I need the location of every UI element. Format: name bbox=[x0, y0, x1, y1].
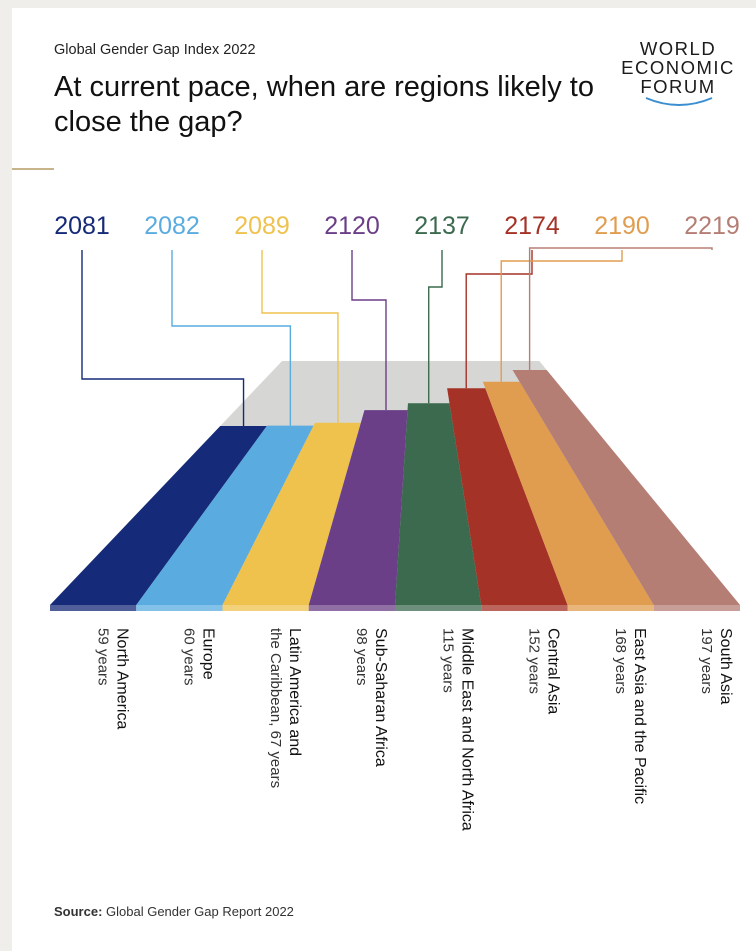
region-years: 60 years bbox=[181, 628, 198, 686]
region-name: Latin America and bbox=[286, 628, 303, 756]
logo-line-3: FORUM bbox=[640, 75, 716, 97]
leader-line bbox=[81, 250, 245, 426]
bar-south-asia bbox=[512, 370, 740, 605]
bar-europe bbox=[136, 425, 314, 605]
bar-edge bbox=[136, 605, 223, 611]
year-label: 2081 bbox=[54, 212, 110, 240]
year-label: 2219 bbox=[684, 212, 740, 240]
leader-line bbox=[465, 250, 533, 389]
bar-edge bbox=[50, 605, 137, 611]
bar-edge bbox=[395, 605, 482, 611]
bar-edge bbox=[653, 605, 740, 611]
kicker-text: Global Gender Gap Index 2022 bbox=[54, 42, 256, 58]
leader-line bbox=[261, 250, 339, 423]
region-name: North America bbox=[113, 628, 130, 729]
region-years: 152 years bbox=[526, 628, 543, 694]
leader-line bbox=[428, 250, 443, 404]
logo-arc-icon bbox=[645, 97, 713, 106]
region-years: 168 years bbox=[612, 628, 629, 694]
year-label: 2089 bbox=[234, 212, 290, 240]
accent-rule bbox=[12, 168, 54, 170]
year-label: 2137 bbox=[414, 212, 470, 240]
leader-line bbox=[528, 247, 713, 370]
region-years: 98 years bbox=[353, 628, 370, 686]
leader-line bbox=[351, 250, 387, 411]
region-name: East Asia and the Pacific bbox=[631, 628, 648, 804]
year-label: 2174 bbox=[504, 212, 560, 240]
region-years: 59 years bbox=[94, 628, 111, 686]
bar-latin-america-and-the-caribbean bbox=[222, 422, 361, 605]
leader-line bbox=[171, 250, 292, 426]
year-label: 2120 bbox=[324, 212, 380, 240]
region-name: Sub-Saharan Africa bbox=[372, 628, 389, 767]
region-years: 197 years bbox=[698, 628, 715, 694]
source-label: Source: bbox=[54, 904, 103, 919]
bar-sub-saharan-africa bbox=[308, 410, 408, 605]
region-name: Europe bbox=[200, 628, 217, 680]
chart-title: At current pace, when are regions likely… bbox=[54, 71, 594, 139]
wef-logo: WORLD ECONOMIC FORUM bbox=[608, 38, 748, 106]
leader-line bbox=[500, 250, 623, 382]
year-label: 2082 bbox=[144, 212, 200, 240]
logo-line-1: WORLD bbox=[639, 38, 717, 59]
region-name: Middle East and North Africa bbox=[458, 628, 475, 831]
logo-line-2: ECONOMIC bbox=[621, 56, 735, 78]
region-name: Central Asia bbox=[545, 628, 562, 714]
region-years: the Caribbean, 67 years bbox=[267, 628, 284, 788]
bar-central-asia bbox=[447, 388, 568, 605]
region-name: South Asia bbox=[717, 628, 734, 705]
source-text: Global Gender Gap Report 2022 bbox=[102, 904, 294, 919]
bar-middle-east-and-north-africa bbox=[395, 403, 482, 605]
bar-edge bbox=[308, 605, 395, 611]
source-note: Source: Global Gender Gap Report 2022 bbox=[54, 904, 294, 919]
bar-edge bbox=[481, 605, 568, 611]
bar-north-america bbox=[50, 426, 267, 605]
bar-edge bbox=[567, 605, 654, 611]
infographic-card: Global Gender Gap Index 2022 At current … bbox=[12, 8, 756, 951]
bar-edge bbox=[222, 605, 309, 611]
bar-east-asia-and-the-pacific bbox=[482, 381, 654, 605]
year-label: 2190 bbox=[594, 212, 650, 240]
region-years: 115 years bbox=[439, 628, 456, 693]
